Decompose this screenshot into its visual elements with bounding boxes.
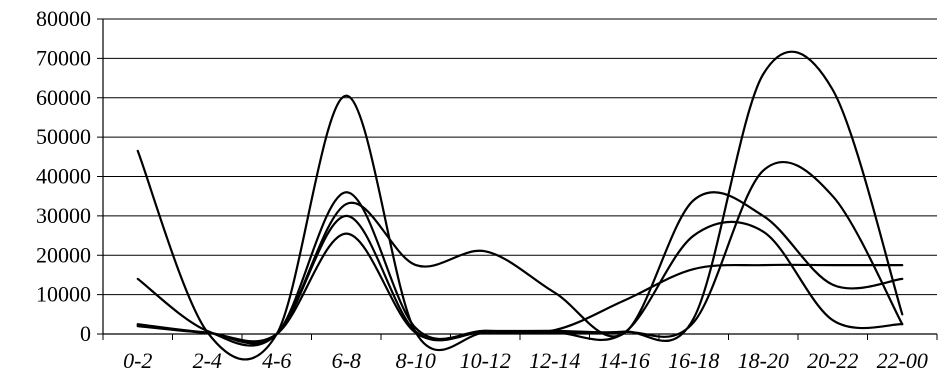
y-tick-label: 70000 [36,45,91,70]
series-line-5 [136,232,904,343]
x-tick-label: 6-8 [332,348,361,373]
x-tick-label: 14-16 [599,348,650,373]
axes [97,18,938,340]
x-tick-label: 2-4 [193,348,222,373]
x-tick-label: 16-18 [668,348,719,373]
x-tick-label: 22-00 [877,348,928,373]
y-tick-label: 50000 [36,124,91,149]
y-tick-label: 40000 [36,164,91,189]
series-lines [136,50,904,361]
gridlines [103,18,937,296]
series-line-3 [136,191,904,345]
x-tick-label: 18-20 [738,348,789,373]
x-tick-labels: 0-2 2-4 4-6 6-8 8-10 10-12 12-14 14-16 16-18 18-2… [123,348,928,373]
y-tick-label: 30000 [36,203,91,228]
y-tick-label: 10000 [36,282,91,307]
x-tick-label: 20-22 [807,348,858,373]
x-tick-label: 0-2 [123,348,152,373]
x-tick-label: 12-14 [529,348,580,373]
y-tick-labels: 0 10000 20000 30000 40000 50000 60000 70000 8000… [36,6,91,346]
x-tick-label: 10-12 [460,348,511,373]
y-tick-label: 60000 [36,85,91,110]
y-tick-label: 0 [80,321,91,346]
y-tick-label: 80000 [36,6,91,31]
y-tick-label: 20000 [36,242,91,267]
series-line-2 [136,50,904,347]
x-tick-label: 4-6 [262,348,291,373]
series-line-1 [136,94,904,361]
series-line-4 [136,214,904,344]
x-tick-label: 8-10 [396,348,436,373]
